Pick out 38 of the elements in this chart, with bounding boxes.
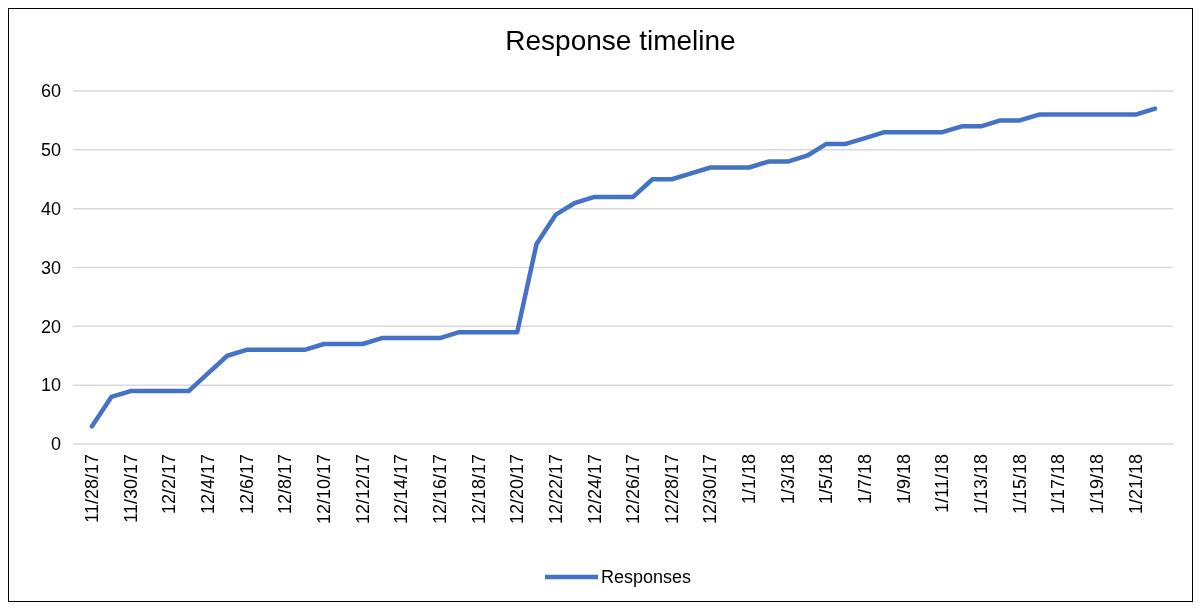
x-tick-label: 1/21/18 xyxy=(1125,454,1146,515)
x-tick-label: 12/12/17 xyxy=(352,454,373,525)
x-tick-label: 1/11/18 xyxy=(932,454,953,513)
y-tick-label: 10 xyxy=(40,375,61,396)
x-tick-label: 11/30/17 xyxy=(120,454,141,523)
x-tick-label: 12/22/17 xyxy=(545,454,566,525)
x-tick-label: 12/18/17 xyxy=(468,454,489,525)
x-tick-label: 12/2/17 xyxy=(159,454,180,515)
x-tick-label: 12/30/17 xyxy=(700,454,721,525)
x-tick-label: 1/7/18 xyxy=(855,454,876,505)
x-tick-label: 12/10/17 xyxy=(313,454,334,525)
x-tick-label: 1/15/18 xyxy=(1009,454,1030,515)
x-tick-label: 12/20/17 xyxy=(507,454,528,525)
x-tick-label: 12/16/17 xyxy=(429,454,450,525)
y-tick-label: 50 xyxy=(40,140,61,161)
y-tick-label: 0 xyxy=(50,434,61,455)
x-tick-label: 12/28/17 xyxy=(661,454,682,525)
x-tick-label: 1/5/18 xyxy=(816,454,837,505)
chart-title: Response timeline xyxy=(505,25,736,56)
x-tick-label: 12/24/17 xyxy=(584,454,605,525)
x-tick-label: 12/6/17 xyxy=(236,454,257,515)
x-tick-label: 1/9/18 xyxy=(893,454,914,505)
y-tick-label: 40 xyxy=(40,198,61,219)
y-tick-label: 60 xyxy=(40,81,61,102)
line-series xyxy=(89,106,1158,429)
x-tick-label: 12/4/17 xyxy=(197,454,218,515)
x-tick-label: 1/1/18 xyxy=(739,454,760,505)
legend-label: Responses xyxy=(601,567,692,588)
y-tick-label: 20 xyxy=(40,316,61,337)
x-tick-label: 1/3/18 xyxy=(777,454,798,505)
y-tick-label: 30 xyxy=(40,257,61,278)
x-tick-label: 1/13/18 xyxy=(971,454,992,515)
x-tick-label: 12/8/17 xyxy=(275,454,296,515)
x-tick-label: 12/14/17 xyxy=(391,454,412,525)
x-tick-label: 1/19/18 xyxy=(1087,454,1108,515)
x-tick-label: 11/28/17 xyxy=(82,454,102,523)
x-tick-label: 1/17/18 xyxy=(1048,454,1069,515)
x-tick-label: 12/26/17 xyxy=(623,454,644,525)
